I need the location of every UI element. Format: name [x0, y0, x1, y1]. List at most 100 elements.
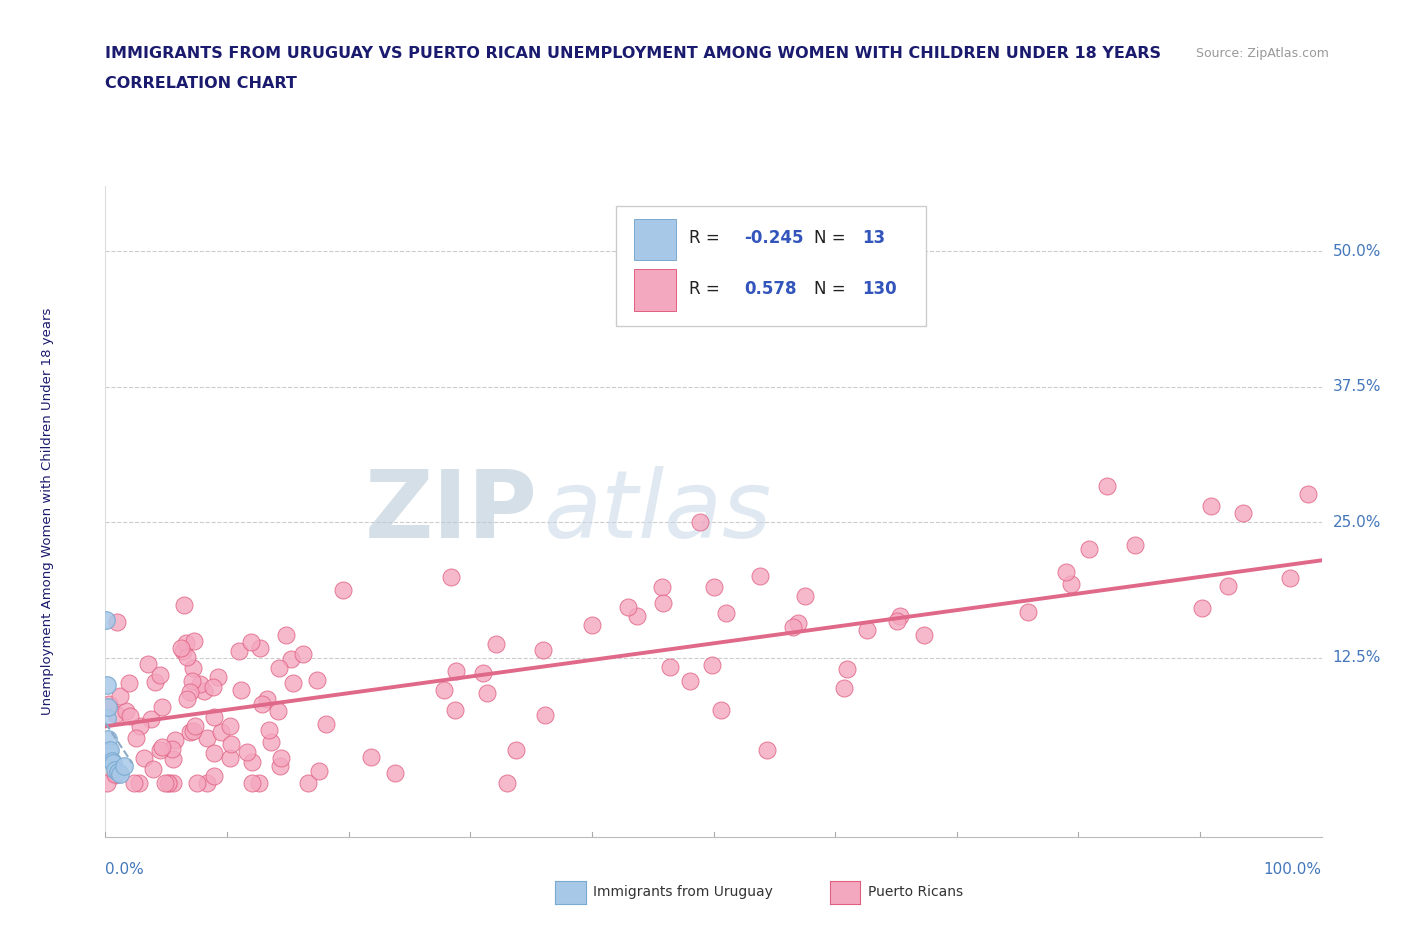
Point	[315, 716, 337, 731]
Point	[716, 605, 738, 620]
Text: 12.5%: 12.5%	[1333, 650, 1381, 666]
Point	[98, 743, 121, 758]
Point	[250, 697, 273, 711]
Point	[444, 702, 467, 717]
Point	[184, 718, 207, 733]
Text: 100.0%: 100.0%	[1264, 862, 1322, 877]
Point	[97, 699, 120, 714]
Point	[1232, 506, 1254, 521]
Point	[183, 634, 205, 649]
Text: 25.0%: 25.0%	[1333, 515, 1381, 530]
Point	[195, 731, 218, 746]
Point	[107, 764, 129, 779]
Point	[104, 768, 127, 783]
Text: 13: 13	[862, 229, 884, 247]
Point	[1060, 577, 1083, 591]
Text: Unemployment Among Women with Children Under 18 years: Unemployment Among Women with Children U…	[41, 308, 53, 715]
Point	[787, 616, 810, 631]
Point	[157, 776, 180, 790]
Point	[174, 636, 197, 651]
Point	[124, 776, 146, 790]
Point	[626, 608, 648, 623]
Text: -0.245: -0.245	[744, 229, 803, 247]
Point	[247, 776, 270, 790]
Point	[658, 659, 681, 674]
Point	[533, 707, 555, 722]
Point	[98, 697, 121, 711]
Text: 0.578: 0.578	[744, 280, 796, 298]
FancyBboxPatch shape	[634, 270, 676, 311]
Point	[139, 711, 162, 726]
Point	[1054, 565, 1077, 579]
Point	[834, 680, 856, 695]
Point	[274, 628, 297, 643]
Point	[240, 776, 263, 790]
Point	[914, 628, 936, 643]
Point	[183, 724, 205, 738]
Text: 37.5%: 37.5%	[1333, 379, 1381, 394]
Point	[100, 753, 122, 768]
Point	[384, 765, 406, 780]
Point	[581, 618, 603, 632]
Point	[218, 718, 240, 733]
Point	[97, 732, 120, 747]
Point	[240, 754, 263, 769]
Point	[652, 596, 675, 611]
Point	[835, 662, 858, 677]
Point	[195, 776, 218, 790]
Point	[186, 776, 208, 790]
Point	[496, 776, 519, 790]
Point	[118, 676, 141, 691]
Point	[181, 660, 204, 675]
Point	[221, 737, 243, 752]
Point	[202, 746, 225, 761]
Point	[475, 685, 498, 700]
FancyBboxPatch shape	[634, 219, 676, 260]
Point	[689, 514, 711, 529]
Point	[856, 622, 879, 637]
Point	[165, 733, 187, 748]
Point	[703, 579, 725, 594]
Point	[132, 751, 155, 765]
Point	[257, 723, 280, 737]
Text: CORRELATION CHART: CORRELATION CHART	[105, 76, 297, 91]
Point	[207, 670, 229, 684]
Point	[249, 641, 271, 656]
Text: Source: ZipAtlas.com: Source: ZipAtlas.com	[1195, 46, 1329, 60]
Point	[124, 730, 146, 745]
Point	[228, 643, 250, 658]
Point	[129, 719, 152, 734]
Point	[700, 658, 723, 672]
Point	[281, 675, 304, 690]
Point	[143, 674, 166, 689]
Point	[115, 703, 138, 718]
Point	[173, 597, 195, 612]
Point	[678, 673, 700, 688]
Point	[332, 582, 354, 597]
Point	[162, 752, 184, 767]
Text: Immigrants from Uruguay: Immigrants from Uruguay	[593, 884, 773, 899]
Text: 130: 130	[862, 280, 897, 298]
Point	[188, 676, 211, 691]
Text: N =: N =	[814, 280, 846, 298]
Text: Puerto Ricans: Puerto Ricans	[868, 884, 963, 899]
Point	[236, 744, 259, 759]
Point	[1278, 571, 1301, 586]
Point	[755, 743, 778, 758]
FancyBboxPatch shape	[616, 206, 927, 326]
Point	[305, 672, 328, 687]
Point	[162, 776, 184, 790]
Point	[531, 643, 554, 658]
Point	[1296, 486, 1319, 501]
Point	[179, 724, 201, 739]
Point	[176, 649, 198, 664]
Point	[1017, 604, 1039, 619]
Point	[651, 579, 673, 594]
Point	[149, 668, 172, 683]
Point	[256, 692, 278, 707]
Point	[105, 615, 128, 630]
Point	[179, 684, 201, 699]
Text: N =: N =	[814, 229, 846, 247]
Point	[782, 619, 804, 634]
Point	[96, 711, 118, 725]
